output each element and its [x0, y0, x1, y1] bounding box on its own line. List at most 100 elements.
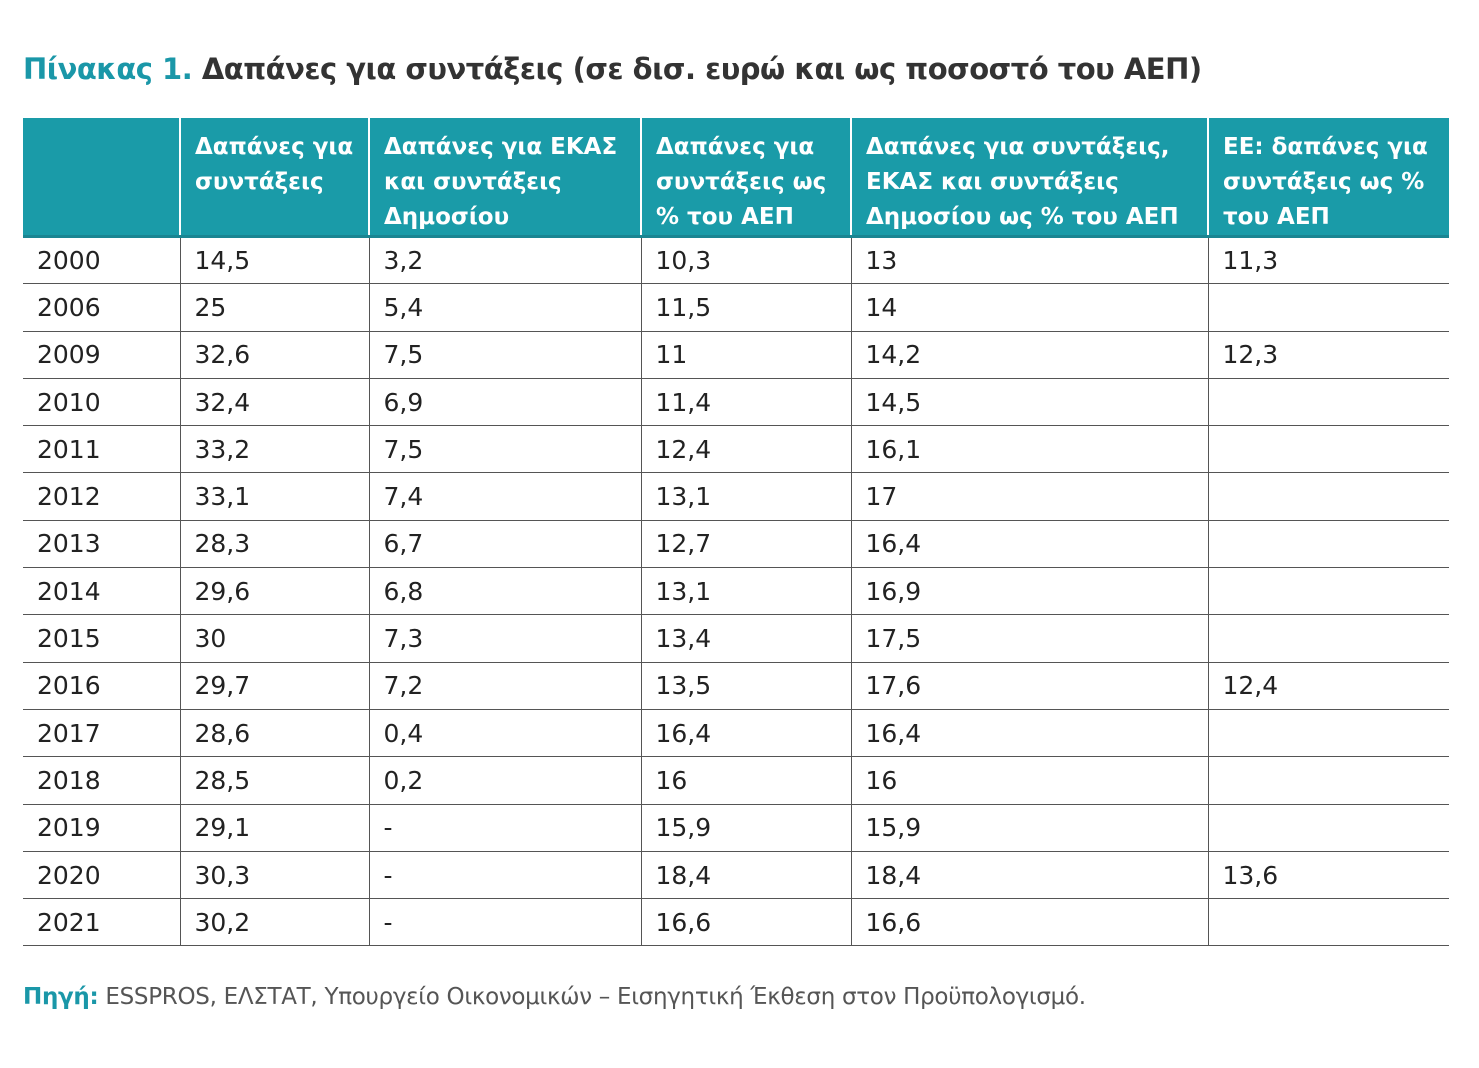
year-cell: 2000	[23, 236, 180, 285]
table-cell: 18,4	[850, 851, 1208, 900]
table-caption: Δαπάνες για συντάξεις (σε δισ. ευρώ και …	[192, 52, 1202, 86]
table-cell	[1207, 520, 1449, 569]
table-cell: 6,8	[368, 567, 641, 616]
table-cell: 16	[640, 756, 851, 805]
table-cell: 16,1	[850, 425, 1208, 474]
table-cell	[1207, 567, 1449, 616]
year-cell: 2016	[23, 662, 180, 710]
table-cell: 7,5	[368, 425, 641, 474]
table-cell: 5,4	[368, 283, 641, 332]
table-row: 2016 29,7 7,2 13,5 17,6 12,4	[23, 662, 1449, 710]
column-header: ΕΕ: δαπάνες για συντάξεις ως % του ΑΕΠ	[1207, 118, 1449, 238]
source-label: Πηγή:	[23, 984, 99, 1010]
table-cell: 6,9	[368, 378, 641, 427]
table-cell	[1207, 425, 1449, 474]
table-cell: 28,5	[179, 756, 369, 805]
table-cell: 14,5	[179, 236, 369, 285]
table-cell: 13,1	[640, 472, 851, 521]
pension-spending-table: Δαπάνες για συντάξεις Δαπάνες για ΕΚΑΣ κα…	[23, 118, 1449, 947]
table-cell: 0,4	[368, 709, 641, 758]
table-row: 2020 30,3-18,4 18,4 13,6	[23, 851, 1449, 900]
table-cell: 7,4	[368, 472, 641, 521]
table-cell: 17,5	[850, 614, 1208, 663]
table-cell: 28,6	[179, 709, 369, 758]
table-cell: 6,7	[368, 520, 641, 569]
table-cell: 32,6	[179, 331, 369, 379]
table-cell: -	[368, 898, 641, 947]
table-cell: 13,6	[1207, 851, 1449, 900]
column-header: Δαπάνες για συντάξεις	[179, 118, 369, 238]
table-cell: 12,4	[1207, 662, 1449, 710]
table-row: 2017 28,6 0,4 16,4 16,4	[23, 709, 1449, 758]
table-title: Πίνακας 1. Δαπάνες για συντάξεις (σε δισ…	[23, 52, 1202, 86]
table-cell: 15,9	[850, 804, 1208, 852]
header-row: Δαπάνες για συντάξεις Δαπάνες για ΕΚΑΣ κα…	[23, 118, 1449, 238]
table-cell	[1207, 283, 1449, 332]
table-cell	[1207, 804, 1449, 852]
year-cell: 2013	[23, 520, 180, 569]
table-row: 2015 30 7,3 13,4 17,5	[23, 614, 1449, 663]
table-row: 2012 33,1 7,4 13,1 17	[23, 472, 1449, 521]
table-cell: 13,5	[640, 662, 851, 710]
year-cell: 2006	[23, 283, 180, 332]
table-cell: 11,4	[640, 378, 851, 427]
table-cell: 15,9	[640, 804, 851, 852]
table-cell: 13,1	[640, 567, 851, 616]
table-cell	[1207, 756, 1449, 805]
table-cell: 17	[850, 472, 1208, 521]
table-cell	[1207, 709, 1449, 758]
table-cell: 7,2	[368, 662, 641, 710]
table-cell: 29,1	[179, 804, 369, 852]
table-cell: 32,4	[179, 378, 369, 427]
table-cell: 28,3	[179, 520, 369, 569]
column-header	[23, 118, 180, 238]
table-row: 2000 14,5 3,2 10,3 13 11,3	[23, 236, 1449, 285]
table-cell: 14,5	[850, 378, 1208, 427]
table-cell: 13,4	[640, 614, 851, 663]
table-row: 2014 29,6 6,8 13,1 16,9	[23, 567, 1449, 616]
table-cell: 30,3	[179, 851, 369, 900]
year-cell: 2010	[23, 378, 180, 427]
table-cell: 25	[179, 283, 369, 332]
table-cell: 16,6	[640, 898, 851, 947]
table-row: 2006 25 5,4 11,5 14	[23, 283, 1449, 332]
table-cell: 16,9	[850, 567, 1208, 616]
year-cell: 2021	[23, 898, 180, 947]
table-cell: 33,1	[179, 472, 369, 521]
year-cell: 2020	[23, 851, 180, 900]
year-cell: 2017	[23, 709, 180, 758]
column-header: Δαπάνες για ΕΚΑΣ και συντάξεις Δημοσίου	[368, 118, 641, 238]
table-cell: 29,7	[179, 662, 369, 710]
table-cell: 16,4	[850, 709, 1208, 758]
table-number: Πίνακας 1.	[23, 52, 193, 86]
table-cell: 14	[850, 283, 1208, 332]
table-cell: 13	[850, 236, 1208, 285]
table-cell: 16	[850, 756, 1208, 805]
table-cell: 11	[640, 331, 851, 379]
year-cell: 2009	[23, 331, 180, 379]
year-cell: 2012	[23, 472, 180, 521]
table-cell: 17,6	[850, 662, 1208, 710]
column-header: Δαπάνες για συντάξεις ως % του ΑΕΠ	[640, 118, 851, 238]
year-cell: 2019	[23, 804, 180, 852]
table-cell: 16,6	[850, 898, 1208, 947]
table-cell: 16,4	[850, 520, 1208, 569]
year-cell: 2011	[23, 425, 180, 474]
table-cell: 7,5	[368, 331, 641, 379]
table-cell	[1207, 472, 1449, 521]
table-cell: -	[368, 804, 641, 852]
table-cell: 16,4	[640, 709, 851, 758]
table-cell	[1207, 378, 1449, 427]
source-text: ESSPROS, ΕΛΣΤΑΤ, Υπουργείο Οικονομικών –…	[98, 984, 1086, 1010]
table-cell: 0,2	[368, 756, 641, 805]
table-row: 2021 30,2-16,6 16,6	[23, 898, 1449, 947]
table-row: 2018 28,5 0,2 16 16	[23, 756, 1449, 805]
column-header: Δαπάνες για συντάξεις, ΕΚΑΣ και συντάξει…	[850, 118, 1208, 238]
year-cell: 2018	[23, 756, 180, 805]
table-cell: 30	[179, 614, 369, 663]
table-cell: 12,4	[640, 425, 851, 474]
table-cell: 14,2	[850, 331, 1208, 379]
table-cell: 33,2	[179, 425, 369, 474]
table-cell: 3,2	[368, 236, 641, 285]
table-cell: 10,3	[640, 236, 851, 285]
